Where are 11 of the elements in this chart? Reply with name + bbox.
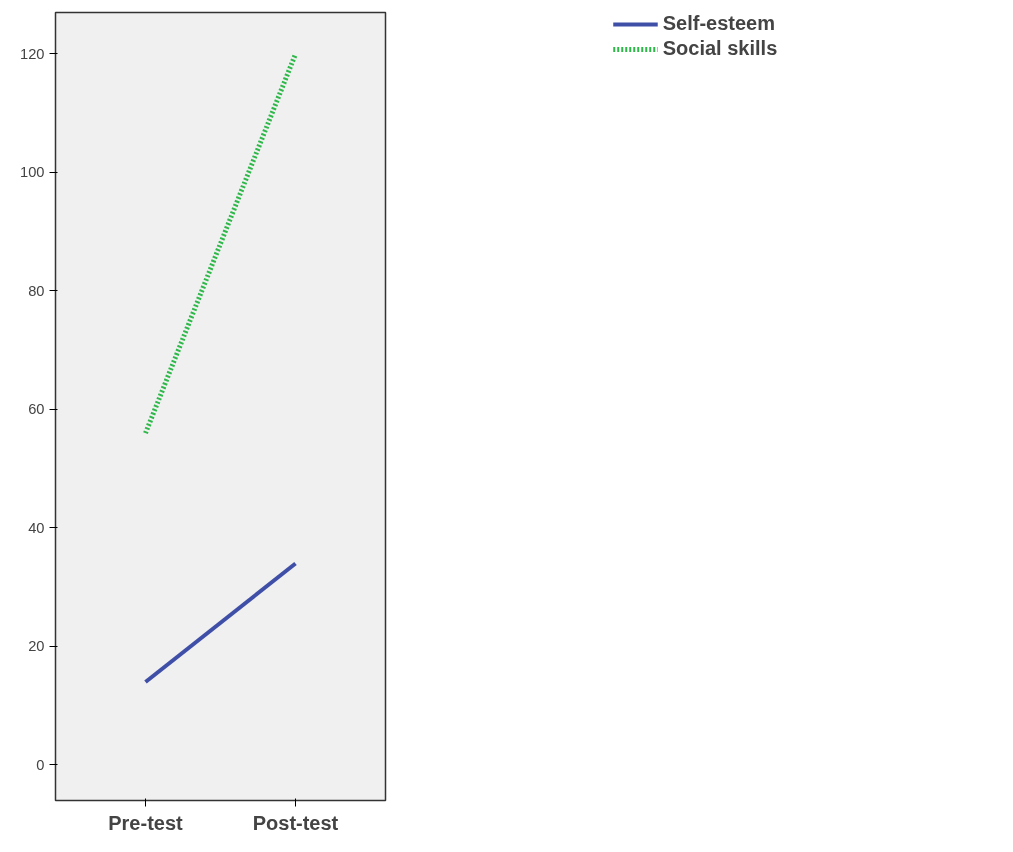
legend-label: Self-esteem — [662, 12, 776, 35]
y-tick-label: 60 — [28, 401, 45, 418]
y-tick-label: 80 — [28, 282, 45, 299]
y-tick-label: 100 — [20, 164, 45, 181]
y-tick-label: 120 — [20, 45, 45, 62]
y-tick-label: 40 — [28, 519, 45, 536]
legend-label: Social skills — [662, 37, 778, 60]
y-tick-label: 20 — [28, 638, 45, 655]
x-tick-label: Pre-test — [108, 811, 184, 834]
x-tick-label: Post-test — [252, 811, 339, 834]
y-tick-label: 0 — [36, 756, 45, 773]
